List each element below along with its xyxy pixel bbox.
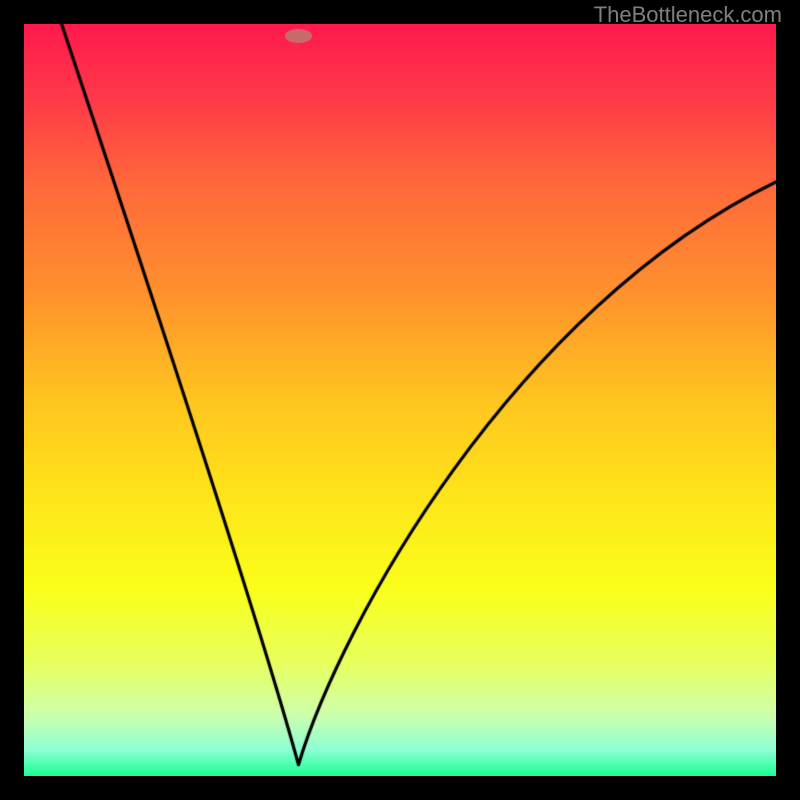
plot-area bbox=[24, 24, 776, 776]
curve-layer bbox=[24, 24, 776, 776]
optimum-marker bbox=[285, 29, 312, 43]
watermark-text: TheBottleneck.com bbox=[594, 2, 782, 28]
